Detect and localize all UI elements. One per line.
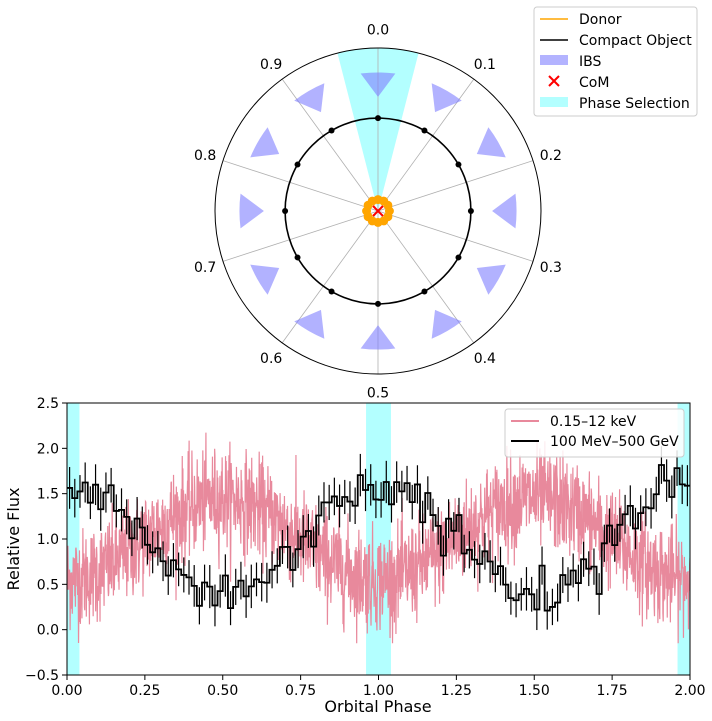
legend-ibs-swatch — [540, 55, 568, 65]
phase-selection-band — [67, 403, 80, 675]
y-tick-label: 2.0 — [37, 441, 59, 457]
ibs-wedge — [431, 309, 462, 339]
legend-phase-selection-swatch — [540, 97, 568, 107]
ibs-wedge — [476, 264, 506, 295]
y-tick-label: −0.5 — [25, 668, 59, 684]
polar-phase-tick-label: 0.4 — [474, 351, 496, 367]
legend-donor-label: Donor — [579, 12, 622, 28]
light-curve-chart: 0.00 0.25 0.50 0.75 1.00 1.25 1.50 1.75 2.00 −0.5… — [4, 396, 706, 716]
x-axis-label: Orbital Phase — [324, 697, 431, 716]
compact-object-marker — [375, 115, 381, 122]
ibs-wedge — [360, 72, 396, 97]
y-tick-label: 0.5 — [37, 577, 59, 593]
x-tick-label: 0.50 — [207, 683, 238, 699]
ibs-wedge — [431, 83, 462, 113]
x-tick-label: 1.75 — [597, 683, 628, 699]
compact-object-marker — [421, 127, 428, 134]
polar-gridline — [222, 160, 379, 212]
ibs-wedge — [250, 264, 280, 295]
polar-phase-tick-label: 0.8 — [194, 148, 216, 164]
ibs-wedge — [360, 325, 396, 350]
polar-phase-tick-label: 0.3 — [540, 260, 562, 276]
polar-orbit-chart: 0.0 0.1 0.2 0.3 0.4 0.5 0.6 0.7 0.8 0.9 — [194, 22, 562, 401]
y-tick-label: 2.5 — [37, 396, 59, 412]
polar-phase-tick-label: 0.9 — [260, 57, 282, 73]
polar-gridline — [222, 210, 379, 262]
polar-phase-tick-label: 0.5 — [367, 386, 389, 402]
polar-phase-tick-label: 0.6 — [260, 351, 282, 367]
ibs-wedge — [250, 127, 280, 158]
com-marker — [372, 205, 384, 217]
light-curve-legend-frame — [504, 408, 685, 458]
y-tick-label: 0.0 — [37, 623, 59, 639]
polar-phase-tick-label: 0.0 — [367, 22, 389, 38]
gamma-series-step — [67, 464, 690, 612]
compact-object-marker — [294, 254, 301, 261]
y-tick-label: 1.0 — [37, 532, 59, 548]
ibs-wedge — [294, 309, 325, 339]
compact-object-marker — [455, 254, 462, 261]
compact-object-marker — [328, 288, 335, 295]
legend-com-swatch — [548, 75, 560, 87]
compact-object-marker — [421, 288, 428, 295]
ibs-wedge — [492, 193, 517, 229]
x-tick-label: 0.75 — [285, 683, 316, 699]
x-tick-label: 1.00 — [363, 683, 394, 699]
legend-com-label: CoM — [579, 75, 609, 91]
polar-legend-frame — [533, 6, 698, 117]
legend-compact-object-label: Compact Object — [579, 33, 692, 49]
x-tick-label: 0.25 — [129, 683, 160, 699]
compact-object-marker — [375, 300, 381, 307]
x-tick-label: 2.00 — [674, 683, 705, 699]
x-tick-label: 0.00 — [51, 683, 82, 699]
compact-object-marker — [282, 208, 289, 214]
polar-legend: Donor Compact Object IBS CoM Phase Selec… — [533, 6, 698, 117]
xray-series-line — [67, 432, 690, 644]
legend-xray-label: 0.15–12 keV — [550, 414, 637, 430]
polar-phase-tick-label: 0.1 — [474, 57, 496, 73]
polar-gridline — [377, 160, 534, 212]
compact-object-marker — [294, 161, 301, 168]
polar-phase-tick-label: 0.7 — [194, 260, 216, 276]
y-tick-label: 1.5 — [37, 487, 59, 503]
phase-selection-band — [366, 403, 391, 675]
ibs-wedge — [239, 193, 264, 229]
light-curve-legend: 0.15–12 keV 100 MeV–500 GeV — [504, 408, 685, 458]
polar-gridline — [377, 210, 534, 262]
legend-gamma-label: 100 MeV–500 GeV — [550, 434, 679, 450]
compact-object-marker — [328, 127, 335, 134]
x-tick-label: 1.50 — [519, 683, 550, 699]
ibs-wedge — [476, 127, 506, 158]
x-tick-label: 1.25 — [441, 683, 472, 699]
legend-ibs-label: IBS — [579, 54, 601, 70]
legend-phase-selection-label: Phase Selection — [579, 96, 690, 112]
polar-phase-tick-label: 0.2 — [540, 148, 562, 164]
y-axis-label: Relative Flux — [4, 488, 23, 591]
compact-object-marker — [455, 161, 462, 168]
ibs-wedge — [294, 83, 325, 113]
compact-object-marker — [467, 208, 474, 214]
polar-outer-frame — [214, 47, 542, 375]
donor-marker — [379, 216, 389, 226]
